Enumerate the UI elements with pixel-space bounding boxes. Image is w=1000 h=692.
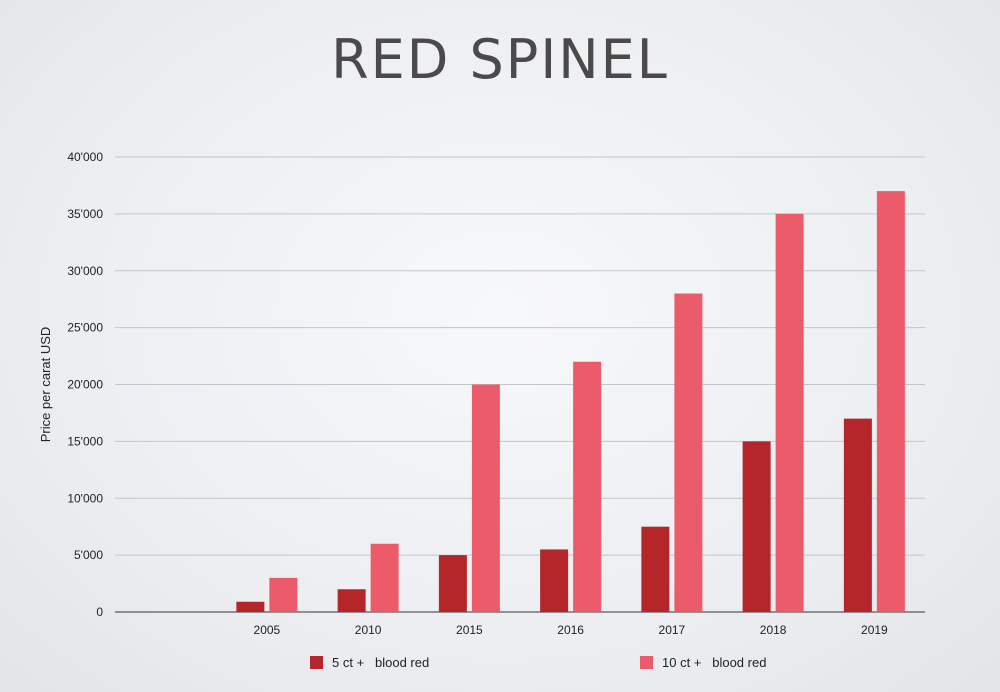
legend-swatch bbox=[310, 656, 323, 669]
bar-series2-2017 bbox=[674, 293, 703, 612]
bar-series2-2018 bbox=[775, 213, 804, 612]
bar-series1-2010 bbox=[337, 589, 366, 612]
x-tick-label: 2016 bbox=[557, 623, 584, 637]
y-tick-label: 20'000 bbox=[67, 378, 103, 392]
bar-series2-2005 bbox=[269, 577, 298, 612]
legend-label: 5 ct + blood red bbox=[332, 655, 429, 670]
x-tick-label: 2018 bbox=[760, 623, 787, 637]
y-axis-label: Price per carat USD bbox=[38, 327, 53, 443]
y-tick-label: 5'000 bbox=[74, 548, 103, 562]
y-axis-ticks: 0 5'000 10'000 15'000 20'000 25'000 30'000 35'0… bbox=[67, 150, 103, 619]
y-tick-label: 40'000 bbox=[67, 150, 103, 164]
bar-series1-2005 bbox=[236, 601, 265, 612]
bar-series2-2010 bbox=[370, 543, 399, 612]
bar-series2-2019 bbox=[876, 191, 905, 612]
bar-series1-2015 bbox=[438, 555, 467, 612]
legend-swatch bbox=[640, 656, 653, 669]
bar-series1-2017 bbox=[641, 526, 670, 612]
bars bbox=[236, 191, 905, 612]
y-tick-label: 15'000 bbox=[67, 434, 103, 448]
legend: 5 ct + blood red 10 ct + blood red bbox=[310, 655, 766, 670]
bar-series1-2018 bbox=[742, 441, 771, 612]
bar-series2-2016 bbox=[573, 361, 602, 612]
chart-title: RED SPINEL bbox=[331, 28, 669, 91]
x-tick-label: 2015 bbox=[456, 623, 483, 637]
bar-series1-2016 bbox=[540, 549, 569, 612]
y-tick-label: 25'000 bbox=[67, 321, 103, 335]
bar-series2-2015 bbox=[471, 384, 500, 612]
x-axis-ticks: 2005 2010 2015 2016 2017 2018 2019 bbox=[254, 623, 889, 637]
y-tick-label: 10'000 bbox=[67, 491, 103, 505]
x-tick-label: 2019 bbox=[861, 623, 888, 637]
x-tick-label: 2005 bbox=[254, 623, 281, 637]
y-tick-label: 0 bbox=[96, 605, 103, 619]
x-tick-label: 2010 bbox=[355, 623, 382, 637]
x-tick-label: 2017 bbox=[659, 623, 686, 637]
y-tick-label: 30'000 bbox=[67, 264, 103, 278]
legend-label: 10 ct + blood red bbox=[662, 655, 766, 670]
y-tick-label: 35'000 bbox=[67, 207, 103, 221]
bar-series1-2019 bbox=[843, 418, 872, 612]
